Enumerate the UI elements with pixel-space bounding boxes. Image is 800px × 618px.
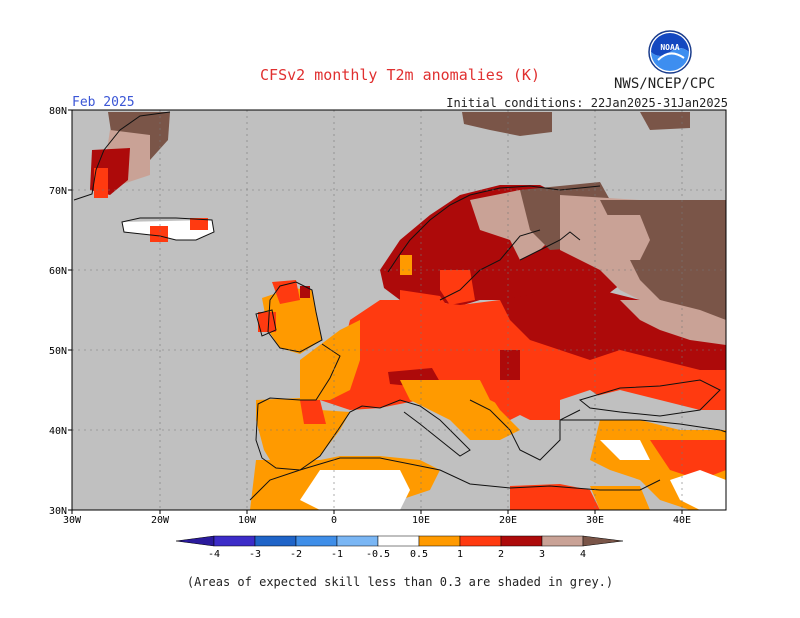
- coast-iceland: [121, 217, 215, 241]
- legend-swatch-neg3-neg2: [254, 535, 297, 547]
- legend-swatch-neg2-neg1: [295, 535, 338, 547]
- anomaly-sweden-south-red: [440, 270, 475, 305]
- coast-north-africa: [249, 457, 661, 501]
- lon-label: 10W: [238, 515, 257, 526]
- lat-label: 70N: [49, 186, 67, 197]
- legend-labels: -4 -3 -2 -1 -0.5 0.5 1 2 3 4: [208, 549, 586, 560]
- anomaly-fields: [90, 112, 726, 510]
- anomaly-syria-white: [670, 470, 726, 510]
- coast-turkey: [560, 419, 727, 433]
- graticule: [72, 110, 726, 510]
- anomaly-sahara-white: [300, 470, 410, 510]
- legend-label: 3: [539, 549, 545, 560]
- forecast-period: Feb 2025: [72, 95, 135, 110]
- legend-label: 1: [457, 549, 463, 560]
- legend-label: -4: [208, 549, 220, 560]
- coast-finland: [519, 231, 581, 261]
- legend-swatch-p3-4: [541, 535, 584, 547]
- lon-label: 0: [331, 515, 337, 526]
- coast-ireland: [255, 309, 277, 337]
- coast-uk: [267, 281, 323, 353]
- legend-swatch-neg4-neg3: [213, 535, 256, 547]
- legend-swatch-neutral: [377, 535, 420, 547]
- lon-label: 20E: [499, 515, 517, 526]
- color-legend: [175, 535, 624, 547]
- coast-balkans: [469, 399, 581, 461]
- map-frame: [71, 109, 727, 511]
- coast-sweden-baltic: [439, 229, 541, 301]
- footnote: (Areas of expected skill less than 0.3 a…: [186, 575, 614, 589]
- anomaly-uk-red1: [272, 280, 300, 304]
- anomaly-greenland-red: [94, 168, 108, 198]
- anomaly-russia-south-red: [600, 360, 726, 400]
- legend-swatch-p2-3: [500, 535, 543, 547]
- legend-label: -2: [290, 549, 302, 560]
- anomaly-france-orange: [300, 320, 360, 400]
- anomaly-uk-darkred: [300, 286, 310, 298]
- legend-label: 2: [498, 549, 504, 560]
- anomaly-arkhangelsk-tan: [600, 215, 650, 260]
- coastlines: [73, 111, 727, 501]
- legend-label: 4: [580, 549, 586, 560]
- anomaly-iberia-orange: [256, 398, 350, 470]
- anomaly-east-tan: [620, 300, 726, 345]
- logo-text: NOAA: [660, 43, 679, 52]
- initial-conditions: Initial conditions: 22Jan2025-31Jan2025: [446, 96, 728, 110]
- lat-label: 60N: [49, 266, 67, 277]
- anomaly-iceland-red1: [150, 226, 168, 242]
- lat-labels: 80N 70N 60N 50N 40N 30N: [49, 106, 67, 517]
- legend-label: 0.5: [410, 549, 428, 560]
- lat-label: 40N: [49, 426, 67, 437]
- anomaly-iberia-red: [300, 400, 326, 424]
- noaa-logo: NOAA: [648, 30, 692, 74]
- map-title: CFSv2 monthly T2m anomalies (K): [260, 66, 540, 84]
- lat-label: 50N: [49, 346, 67, 357]
- legend-swatch-p05-1: [418, 535, 461, 547]
- coast-black-sea: [578, 379, 721, 417]
- anomaly-libya-red: [510, 484, 600, 510]
- anomaly-svalbard-brown: [462, 112, 552, 136]
- coast-greenland: [73, 111, 171, 201]
- lat-label: 80N: [49, 106, 67, 117]
- legend-swatch-lt-neg4: [175, 535, 215, 547]
- lon-label: 40E: [673, 515, 691, 526]
- anomaly-uk-red2: [258, 312, 276, 332]
- org-label: NWS/NCEP/CPC: [614, 76, 716, 92]
- axis-ticks: [68, 109, 683, 514]
- legend-swatch-p1-2: [459, 535, 502, 547]
- anomaly-uk-orange: [262, 288, 322, 354]
- lon-label: 30E: [586, 515, 604, 526]
- legend-label: -0.5: [366, 549, 390, 560]
- lon-labels: 30W 20W 10W 0 10E 20E 30E 40E: [63, 515, 691, 526]
- anomaly-carpathian-darkred: [500, 350, 520, 380]
- legend-label: -1: [331, 549, 343, 560]
- coast-norway: [387, 185, 601, 273]
- lon-label: 10E: [412, 515, 430, 526]
- anomaly-norway-south-orange: [400, 255, 412, 275]
- legend-swatch-neg1-neg05: [336, 535, 379, 547]
- legend-swatch-gt-4: [582, 535, 624, 547]
- lon-label: 30W: [63, 515, 82, 526]
- coast-italy: [379, 399, 471, 457]
- anomaly-fjl-brown: [640, 112, 690, 130]
- legend-label: -3: [249, 549, 261, 560]
- anomaly-turkey-white: [600, 440, 650, 460]
- lat-label: 30N: [49, 506, 67, 517]
- anomaly-egypt-orange: [590, 486, 650, 510]
- anomaly-iceland-red2: [190, 218, 208, 230]
- coast-france-iberia: [255, 343, 381, 471]
- anomaly-balkans-red: [480, 380, 560, 420]
- anomaly-east-europe-darkred: [500, 290, 726, 370]
- lon-label: 20W: [151, 515, 170, 526]
- anomaly-middle-east-red: [650, 440, 726, 480]
